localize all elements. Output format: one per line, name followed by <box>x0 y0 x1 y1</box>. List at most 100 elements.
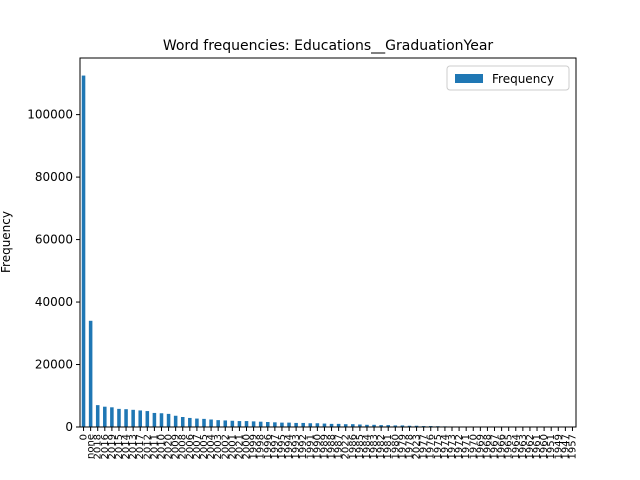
x-tick-label: 1995 <box>277 434 288 459</box>
bar <box>117 408 121 427</box>
x-tick-label: 1996 <box>263 434 274 459</box>
y-tick-label: 0 <box>65 420 73 434</box>
x-tick-label: 1983 <box>369 434 380 459</box>
bar <box>209 419 213 427</box>
bar <box>287 422 291 427</box>
x-tick-label: 1984 <box>362 434 373 459</box>
bar <box>159 413 164 427</box>
x-tick-label: 1998 <box>256 434 267 459</box>
bar <box>365 424 369 427</box>
bar <box>379 425 383 427</box>
x-tick-label: 1951 <box>546 434 557 459</box>
x-tick-label: 2002 <box>220 434 231 459</box>
bar <box>322 423 327 427</box>
bar <box>258 421 263 427</box>
x-tick-label: 1992 <box>298 434 309 459</box>
bar <box>216 420 220 427</box>
bar <box>294 422 298 427</box>
x-tick-label: 2015 <box>114 434 125 459</box>
x-tick-label: 2022 <box>341 434 352 459</box>
bar <box>351 424 355 427</box>
x-tick-label: 1980 <box>390 434 401 459</box>
bar <box>244 421 249 427</box>
x-tick-label: 2005 <box>199 434 210 459</box>
x-tick-label: 1960 <box>539 434 550 459</box>
x-tick-label: 1972 <box>454 434 465 459</box>
x-tick-label: 1964 <box>511 434 522 459</box>
x-tick-label: 2003 <box>213 434 224 459</box>
bar <box>131 409 135 427</box>
x-tick-label: 2009 <box>171 434 182 459</box>
x-tick-label: 1981 <box>383 434 394 459</box>
bar <box>152 412 157 427</box>
x-tick-label: 1991 <box>305 434 316 459</box>
x-tick-label: 1978 <box>404 434 415 459</box>
bar <box>173 415 178 427</box>
x-tick-label: 1968 <box>482 434 493 459</box>
x-tick-label: 1957 <box>567 434 578 459</box>
x-tick-label: 2019 <box>107 434 118 459</box>
bar <box>400 425 405 427</box>
x-tick-label: 2013 <box>128 434 139 459</box>
bar <box>414 425 419 427</box>
bar <box>88 320 93 427</box>
y-tick-label: 40000 <box>35 295 73 309</box>
bar <box>166 413 171 427</box>
x-tick-label: 1999 <box>249 434 260 459</box>
bar <box>273 422 277 427</box>
bar <box>308 423 313 427</box>
x-tick-label: 2011 <box>149 434 160 459</box>
bar <box>95 405 100 427</box>
x-tick-label: 2001 <box>227 434 238 459</box>
bar <box>280 422 284 427</box>
y-tick-label: 20000 <box>35 358 73 372</box>
x-tick-label: 1976 <box>426 434 437 459</box>
x-tick-label: 1993 <box>291 434 302 459</box>
x-tick-label: 1966 <box>497 434 508 459</box>
x-tick-label: 1977 <box>419 434 430 459</box>
x-tick-label: none <box>86 434 97 459</box>
legend-box <box>446 65 570 91</box>
x-tick-label: 2007 <box>192 434 203 459</box>
x-tick-label: 1962 <box>525 434 536 459</box>
x-tick-label: 1990 <box>312 434 323 459</box>
x-tick-label: 2023 <box>412 434 423 459</box>
bar <box>110 407 114 427</box>
bar <box>195 418 199 427</box>
x-tick-label: 0 <box>79 434 90 440</box>
x-tick-label: 1949 <box>553 434 564 459</box>
legend-swatch <box>455 74 483 83</box>
x-tick-label: 2018 <box>93 434 104 459</box>
x-tick-label: 1965 <box>504 434 515 459</box>
y-tick-label: 100000 <box>27 108 73 122</box>
bar <box>301 422 305 427</box>
bar <box>145 411 150 427</box>
x-tick-label: 2000 <box>242 434 253 459</box>
x-tick-label: 1982 <box>376 434 387 459</box>
plot-frame <box>79 57 577 428</box>
legend-label: Frequency <box>492 72 554 86</box>
x-tick-label: 2012 <box>142 434 153 459</box>
x-tick-label: 2021 <box>234 434 245 459</box>
x-tick-label: 2004 <box>206 434 217 459</box>
bar <box>315 423 320 427</box>
chart-title: Word frequencies: Educations__Graduation… <box>163 38 494 54</box>
bar <box>407 425 412 427</box>
x-tick-label: 1989 <box>319 434 330 459</box>
bar <box>188 417 192 427</box>
x-tick-label: 2008 <box>178 434 189 459</box>
bar <box>329 423 334 427</box>
bar <box>223 420 228 427</box>
x-tick-label: 1979 <box>397 434 408 459</box>
bar <box>230 420 235 427</box>
x-tick-label: 2014 <box>121 434 132 459</box>
bar <box>202 418 206 427</box>
x-tick-label: 1963 <box>518 434 529 459</box>
x-tick-label: 1987 <box>334 434 345 459</box>
x-tick-label: 1985 <box>355 434 366 459</box>
bar <box>336 423 341 427</box>
y-axis-label: Frequency <box>0 211 13 273</box>
x-tick-label: 1969 <box>475 434 486 459</box>
x-tick-label: 1994 <box>284 434 295 459</box>
